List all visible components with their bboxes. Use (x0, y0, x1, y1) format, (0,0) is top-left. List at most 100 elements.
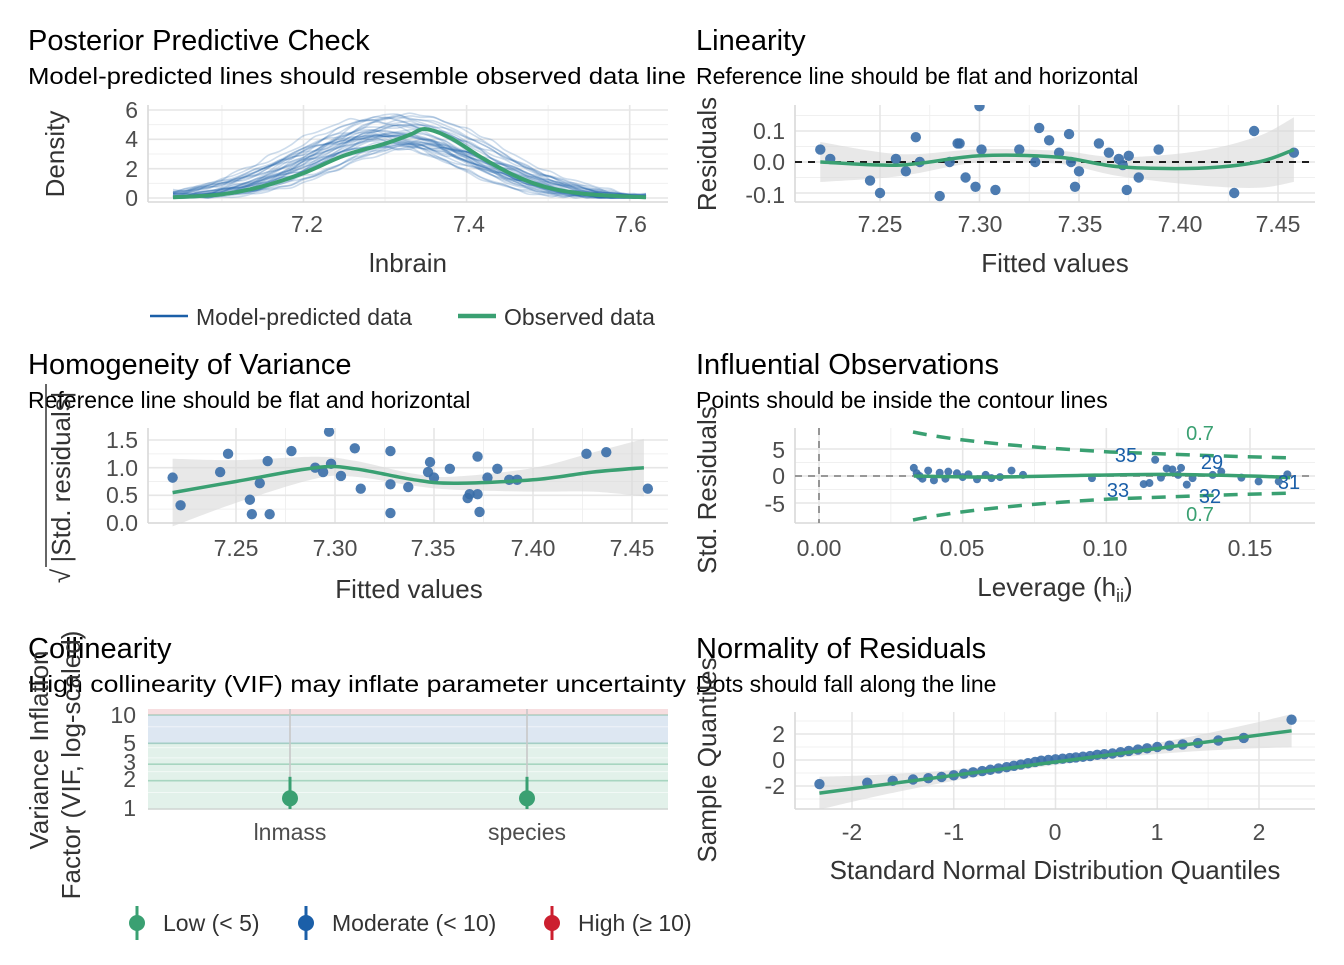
homogeneity-point (317, 466, 329, 478)
normality-point (814, 778, 825, 790)
collinearity-xtick: lnmass (254, 819, 327, 845)
ppc-model-predicted-lines (172, 112, 647, 200)
linearity-point (990, 184, 1001, 196)
panel-normality: Normality of Residuals Dots should fall … (692, 633, 1315, 885)
collinearity-legend: Low (< 5) Moderate (< 10) High (≥ 10) (129, 906, 692, 940)
normality-point (1286, 714, 1297, 725)
homogeneity-point (214, 466, 226, 478)
influential-point-label: 35 (1115, 445, 1137, 467)
homogeneity-ylabel-sqrt: √ (46, 568, 76, 583)
homogeneity-points (167, 428, 654, 520)
influential-point-labels: 35 29 33 32 31 (1107, 445, 1300, 508)
homogeneity-point (355, 483, 366, 494)
homogeneity-point (472, 489, 483, 500)
linearity-point (1043, 135, 1055, 146)
normality-subtitle: Dots should fall along the line (696, 671, 996, 697)
influential-xlabel-end: ) (1124, 572, 1133, 602)
linearity-point (976, 144, 987, 155)
collinearity-legend-low: Low (< 5) (163, 910, 260, 936)
ppc-model-predicted-line (172, 144, 647, 199)
normality-xtick: 2 (1253, 819, 1266, 845)
normality-xtick: 0 (1049, 819, 1062, 845)
normality-reference-line (819, 729, 1292, 795)
linearity-point (900, 166, 912, 177)
normality-xtick: -1 (944, 819, 964, 845)
influential-y-ticks: 5 0 -5 (765, 437, 785, 517)
ppc-model-predicted-line (172, 125, 647, 199)
homogeneity-xtick: 7.40 (511, 535, 556, 561)
influential-xtick: 0.05 (940, 535, 985, 561)
linearity-x-ticks: 7.25 7.30 7.35 7.40 7.45 (858, 211, 1301, 237)
homogeneity-point (167, 472, 178, 483)
homogeneity-point (492, 463, 503, 474)
linearity-point (1063, 128, 1075, 140)
collinearity-ylabel-line1: Variance Inflation (24, 651, 54, 850)
influential-ytick: 0 (772, 463, 785, 489)
influential-point-label: 31 (1278, 472, 1300, 494)
collinearity-xtick: species (488, 819, 566, 845)
homogeneity-point (601, 446, 612, 458)
collinearity-moderate-zone (148, 715, 668, 744)
homogeneity-xlabel: Fitted values (335, 574, 482, 604)
linearity-point (1123, 150, 1134, 161)
collinearity-legend-key-low (129, 906, 145, 940)
ppc-model-predicted-line (172, 129, 647, 199)
ppc-model-predicted-line (172, 136, 647, 199)
influential-point (1007, 466, 1016, 475)
linearity-subtitle: Reference line should be flat and horizo… (696, 63, 1138, 89)
homogeneity-point (262, 455, 273, 467)
linearity-ytick: 0.0 (753, 149, 785, 175)
influential-points (909, 455, 1292, 489)
ppc-legend: Model-predicted data Observed data (150, 304, 655, 330)
collinearity-subtitle: High collinearity (VIF) may inflate para… (28, 671, 687, 697)
influential-point (1274, 477, 1283, 486)
ppc-grid (147, 105, 668, 203)
ppc-ylabel: Density (40, 111, 70, 198)
influential-x-ticks: 0.00 0.05 0.10 0.15 (797, 535, 1273, 561)
influential-contour-upper (912, 430, 1296, 460)
influential-xlabel-main: Leverage (h (977, 572, 1116, 602)
ppc-subtitle: Model-predicted lines should resemble ob… (28, 63, 686, 89)
collinearity-ytick: 1 (123, 795, 136, 821)
ppc-ytick: 0 (125, 185, 138, 211)
linearity-point (1248, 125, 1260, 137)
linearity-point (1073, 166, 1085, 177)
influential-point (924, 466, 933, 475)
ppc-xlabel: lnbrain (369, 248, 447, 278)
linearity-point (1030, 156, 1041, 168)
collinearity-ytick: 2 (123, 766, 136, 792)
linearity-title: Linearity (696, 25, 806, 57)
collinearity-low-zone (148, 744, 668, 809)
collinearity-x-ticks: lnmass species (254, 819, 566, 845)
influential-grid (794, 428, 1315, 524)
linearity-point (890, 153, 902, 165)
linearity-smooth-line (820, 147, 1295, 171)
homogeneity-point (254, 477, 265, 489)
linearity-ytick: -0.1 (745, 182, 785, 208)
linearity-point (1093, 138, 1105, 149)
ppc-model-predicted-line (172, 131, 647, 200)
linearity-point (910, 132, 922, 143)
ppc-xtick: 7.6 (615, 211, 647, 237)
linearity-point (1103, 147, 1115, 158)
normality-ylabel: Sample Quantiles (692, 657, 722, 862)
ppc-ytick: 4 (125, 126, 138, 152)
homogeneity-subtitle: Reference line should be flat and horizo… (28, 387, 470, 413)
homogeneity-point (642, 483, 654, 494)
normality-ytick: -2 (765, 773, 785, 799)
homogeneity-point (323, 428, 335, 437)
homogeneity-point (175, 500, 186, 511)
collinearity-legend-high: High (≥ 10) (578, 910, 692, 936)
homogeneity-ytick: 1.0 (106, 455, 138, 481)
linearity-ylabel: Residuals (692, 97, 722, 211)
collinearity-legend-key-moderate (298, 906, 314, 940)
homogeneity-xtick: 7.35 (411, 535, 456, 561)
homogeneity-point (424, 456, 436, 468)
collinearity-ytick: 10 (110, 702, 136, 728)
influential-point (1168, 465, 1177, 474)
ppc-model-predicted-line (172, 115, 647, 197)
homogeneity-point (464, 489, 475, 500)
ppc-ytick: 6 (125, 97, 138, 123)
homogeneity-xtick: 7.45 (610, 535, 655, 561)
ppc-xtick: 7.4 (453, 211, 485, 237)
